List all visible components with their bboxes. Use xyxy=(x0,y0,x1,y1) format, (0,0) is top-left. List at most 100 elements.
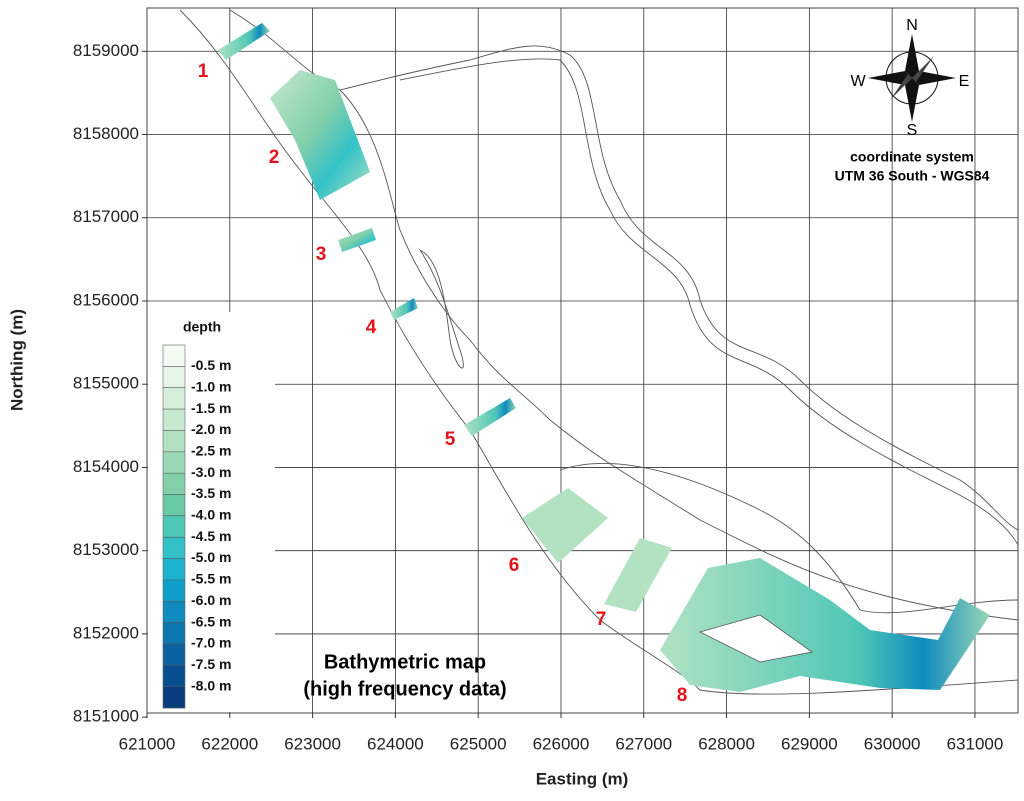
survey-area xyxy=(464,398,516,436)
legend-label: -1.5 m xyxy=(191,400,231,416)
site-label: 3 xyxy=(316,244,327,265)
legend-swatch xyxy=(163,409,185,431)
y-axis-title: Northing (m) xyxy=(7,309,26,411)
legend-label: -7.5 m xyxy=(191,656,231,672)
y-tick-label: 8157000 xyxy=(73,207,139,226)
compass-n: N xyxy=(906,17,918,34)
river-bank xyxy=(339,45,1019,531)
grid xyxy=(146,8,1018,713)
map-frame xyxy=(146,7,1019,714)
legend-swatch xyxy=(163,345,185,367)
river-bank xyxy=(229,9,1019,621)
legend-swatch xyxy=(163,494,185,517)
x-tick-label: 631000 xyxy=(947,734,1004,753)
site-label: 4 xyxy=(366,317,377,338)
x-tick-label: 624000 xyxy=(367,734,424,753)
site-label: 7 xyxy=(596,609,607,630)
legend-swatch xyxy=(163,430,185,453)
river-bank xyxy=(399,58,1019,546)
x-tick-label: 630000 xyxy=(864,734,921,753)
legend-label: -8.0 m xyxy=(191,677,231,693)
legend-label: -6.5 m xyxy=(191,613,231,629)
legend-swatch xyxy=(163,515,185,538)
legend-swatch xyxy=(163,665,185,687)
legend-swatch xyxy=(163,686,185,709)
coordinate-system: coordinate system xyxy=(850,149,974,165)
site-labels: 1 2 3 4 5 6 7 8 xyxy=(198,61,688,706)
map-title: Bathymetric map xyxy=(324,651,486,673)
survey-area xyxy=(390,298,418,320)
survey-area xyxy=(604,538,672,612)
legend-label: -6.0 m xyxy=(191,592,231,608)
legend: -0.5 m -1.0 m -1.5 m -2.0 m -2.5 m -3.0 m -3.5… xyxy=(162,344,231,709)
compass-s: S xyxy=(907,122,918,139)
river-bank xyxy=(559,463,1019,614)
legend-label: -3.5 m xyxy=(191,485,231,501)
x-tick-label: 627000 xyxy=(615,734,672,753)
x-tick-label: 626000 xyxy=(533,734,590,753)
legend-label: -2.5 m xyxy=(191,442,231,458)
compass-e: E xyxy=(959,73,970,90)
site-label: 1 xyxy=(198,61,209,82)
legend-swatch xyxy=(163,622,185,645)
legend-label: -4.5 m xyxy=(191,528,231,544)
river-bank xyxy=(179,9,1019,695)
legend-swatch xyxy=(163,387,185,410)
y-tick-label: 8155000 xyxy=(73,374,139,393)
compass-w: W xyxy=(850,73,866,90)
legend-label: -5.0 m xyxy=(191,549,231,565)
x-tick-label: 623000 xyxy=(284,734,341,753)
y-tick-label: 8152000 xyxy=(73,623,139,642)
legend-label: -2.0 m xyxy=(191,421,231,437)
island xyxy=(698,614,813,663)
legend-label: -0.5 m xyxy=(191,357,231,373)
legend-label: -3.0 m xyxy=(191,464,231,480)
site-label: 5 xyxy=(445,429,456,450)
y-tick-label: 8153000 xyxy=(73,540,139,559)
site-label: 2 xyxy=(269,147,280,168)
y-tick-label: 8159000 xyxy=(73,41,139,60)
legend-swatch xyxy=(163,558,185,581)
compass: N S E W xyxy=(850,17,969,139)
legend-swatch xyxy=(163,579,185,602)
coordinate-system: UTM 36 South - WGS84 xyxy=(835,168,990,184)
compass-point xyxy=(905,78,919,122)
y-tick-label: 8151000 xyxy=(73,707,139,726)
compass-point xyxy=(905,34,919,78)
x-tick-label: 621000 xyxy=(119,734,176,753)
legend-label: -7.0 m xyxy=(191,635,231,651)
river-bank xyxy=(418,248,464,369)
x-tick-label: 629000 xyxy=(781,734,838,753)
y-tick-label: 8158000 xyxy=(73,124,139,143)
site-label: 6 xyxy=(509,555,520,576)
legend-swatch xyxy=(163,473,185,495)
x-axis-title: Easting (m) xyxy=(536,769,629,788)
legend-frame xyxy=(162,344,186,709)
survey-area xyxy=(218,23,270,60)
ticks: 621000 622000 623000 624000 625000 626000 6270… xyxy=(73,41,1004,754)
map-title: (high frequency data) xyxy=(303,678,506,700)
compass-point xyxy=(890,56,934,100)
y-tick-label: 8154000 xyxy=(73,457,139,476)
legend-label: -5.5 m xyxy=(191,571,231,587)
river-outlines xyxy=(179,9,1019,695)
survey-area xyxy=(522,488,608,563)
legend-swatch xyxy=(163,643,185,666)
legend-swatch xyxy=(163,537,185,559)
legend-label: -4.0 m xyxy=(191,507,231,523)
legend-swatch xyxy=(163,451,185,474)
legend-swatch xyxy=(163,601,185,623)
survey-area xyxy=(660,558,990,692)
legend-swatch xyxy=(163,366,185,389)
x-tick-label: 625000 xyxy=(450,734,507,753)
legend-label: -1.0 m xyxy=(191,378,231,394)
site-label: 8 xyxy=(677,685,688,706)
x-tick-label: 628000 xyxy=(698,734,755,753)
legend-title: depth xyxy=(183,319,221,335)
survey-areas xyxy=(218,23,990,692)
compass-point xyxy=(912,71,956,85)
survey-area xyxy=(338,228,376,252)
compass-point xyxy=(868,71,912,85)
x-tick-label: 622000 xyxy=(201,734,258,753)
